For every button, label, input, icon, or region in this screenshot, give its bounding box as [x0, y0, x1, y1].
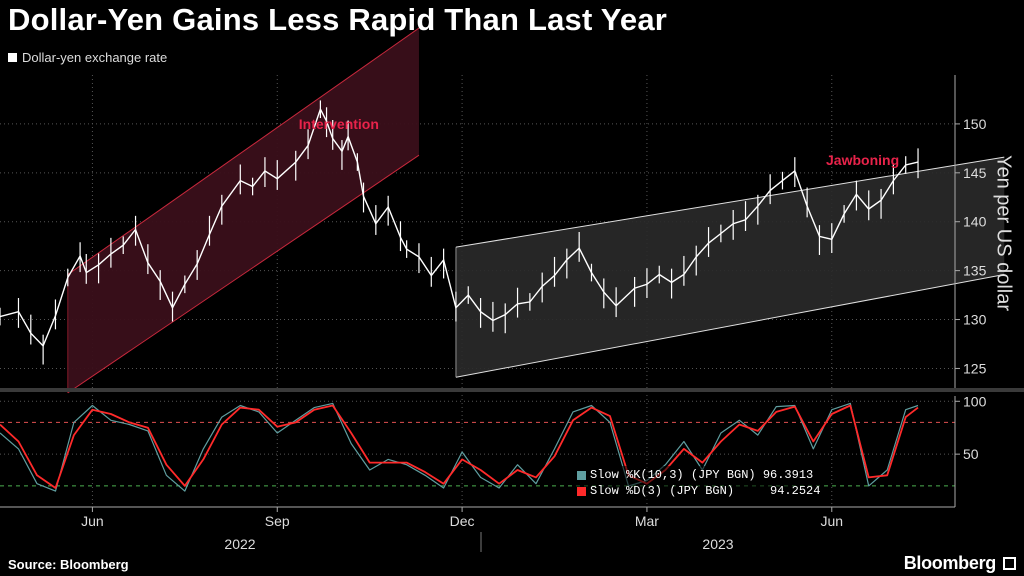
osc-y-tick-label: 100: [963, 393, 987, 409]
slow-d-swatch: [577, 486, 586, 496]
osc-y-tick-label: 50: [963, 446, 979, 462]
brand-logo-box-icon: [1003, 557, 1016, 570]
red-trend-channel-upper-line: [67, 27, 420, 275]
slow-d-label: Slow %D(3) (JPY BGN) 94.2524: [590, 484, 821, 498]
price-legend: Dollar-yen exchange rate: [8, 50, 167, 65]
red-trend-channel-fill: [67, 28, 419, 393]
red-trend-channel-lower-line: [67, 154, 420, 394]
slow-k-line: [0, 402, 919, 492]
price-legend-swatch: [8, 53, 17, 62]
price-y-tick-label: 145: [963, 165, 987, 181]
source-note: Source: Bloomberg: [8, 557, 129, 572]
x-tick-label-dec: Dec: [450, 513, 475, 529]
panel-separator: [0, 388, 1024, 392]
gray-trend-channel-fill: [455, 157, 1005, 378]
price-y-tick-label: 130: [963, 312, 987, 328]
slow-k-swatch: [577, 470, 586, 480]
price-legend-label: Dollar-yen exchange rate: [22, 50, 168, 65]
slow-d-legend: Slow %D(3) (JPY BGN) 94.2524: [577, 483, 820, 499]
annotation-jawboning: Jawboning: [826, 152, 899, 168]
chart-title: Dollar-Yen Gains Less Rapid Than Last Ye…: [8, 2, 668, 37]
price-y-tick-label: 135: [963, 263, 987, 279]
price-y-tick-label: 125: [963, 360, 987, 376]
price-y-tick-label: 140: [963, 214, 987, 230]
slow-k-label: Slow %K(10,3) (JPY BGN) 96.3913: [590, 468, 814, 482]
gray-trend-channel-upper-line: [455, 156, 1005, 248]
x-tick-label-mar: Mar: [635, 513, 659, 529]
oscillator-legend: Slow %K(10,3) (JPY BGN) 96.3913 Slow %D(…: [573, 466, 825, 500]
gray-trend-channel-lower-line: [455, 274, 1005, 378]
x-year-label-2022: 2022: [224, 536, 255, 552]
annotation-intervention: Intervention: [299, 116, 379, 132]
price-y-tick-label: 150: [963, 116, 987, 132]
x-year-label-2023: 2023: [702, 536, 733, 552]
x-tick-label-sep: Sep: [265, 513, 290, 529]
y-axis-title: Yen per US dollar: [992, 154, 1015, 312]
x-tick-label-jun: Jun: [820, 513, 843, 529]
slow-k-legend: Slow %K(10,3) (JPY BGN) 96.3913: [577, 467, 820, 483]
slow-d-line: [0, 404, 919, 489]
x-tick-label-jun: Jun: [81, 513, 104, 529]
price-line: [0, 107, 919, 348]
brand-logo: Bloomberg: [903, 553, 997, 573]
